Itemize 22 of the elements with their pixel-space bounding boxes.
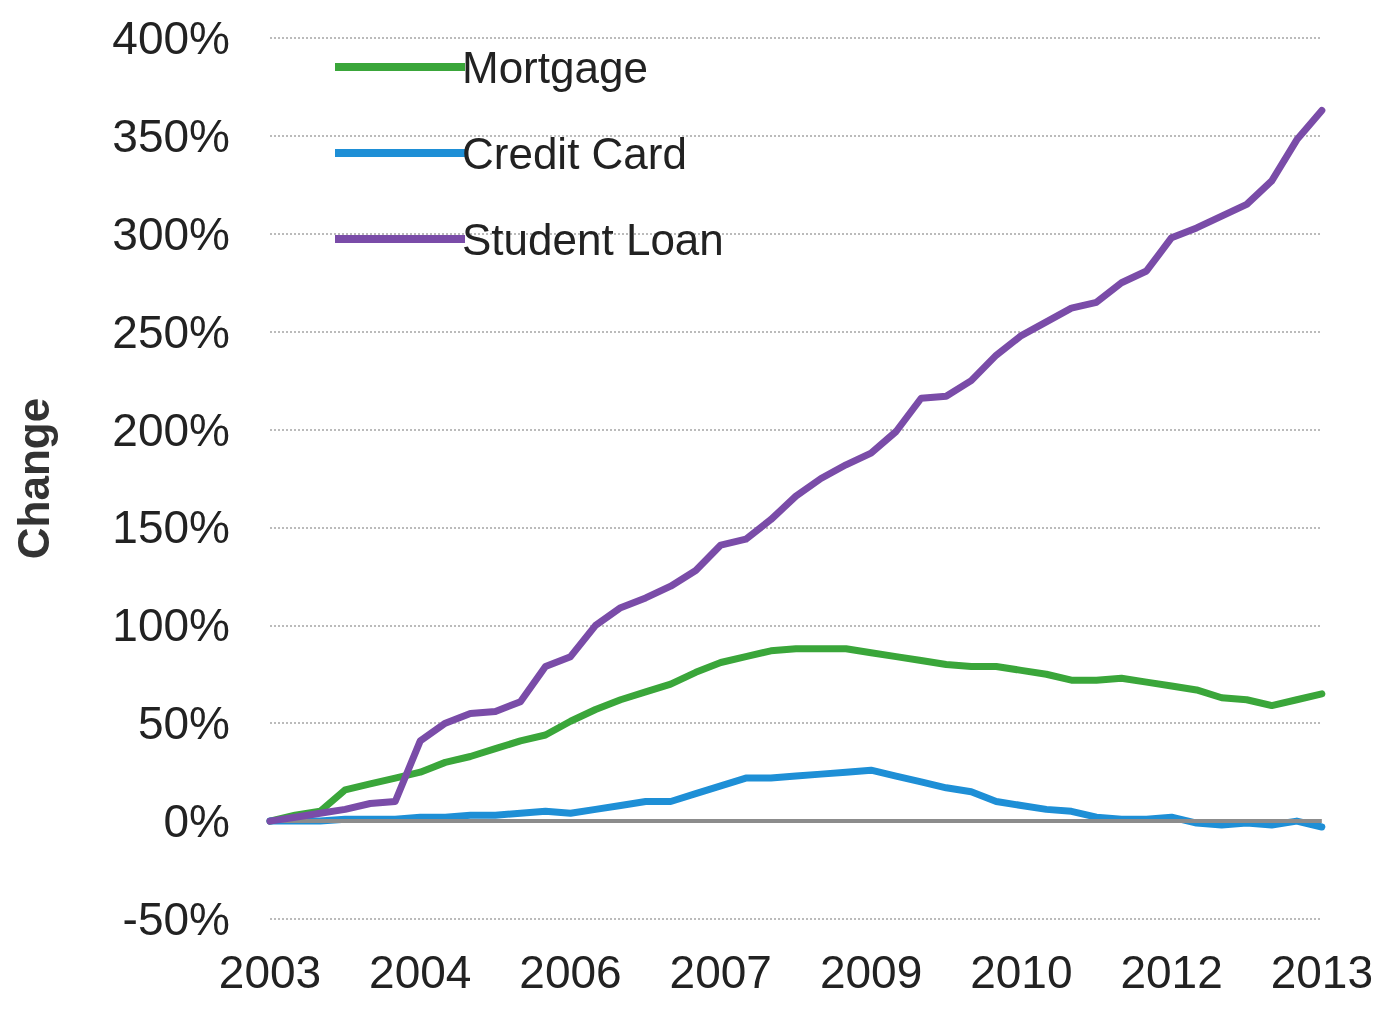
legend-label: Credit Card — [462, 128, 687, 178]
y-tick-label: 350% — [112, 109, 230, 162]
y-tick-label: 200% — [112, 403, 230, 456]
x-tick-label: 2006 — [519, 946, 622, 998]
x-tick-label: 2007 — [669, 946, 772, 998]
y-tick-label: 150% — [112, 501, 230, 554]
y-tick-label: 0% — [163, 795, 230, 848]
x-tick-label: 2004 — [369, 946, 472, 998]
legend-label: Student Loan — [462, 214, 724, 264]
y-tick-label: 100% — [112, 599, 230, 652]
y-tick-label: 400% — [112, 12, 230, 64]
y-axis-title: Change — [8, 397, 58, 560]
y-tick-label: 250% — [112, 305, 230, 358]
legend-label: Mortgage — [462, 42, 648, 92]
x-tick-label: 2003 — [218, 946, 322, 998]
x-tick-label: 2012 — [1120, 946, 1223, 998]
y-tick-label: -50% — [122, 893, 230, 945]
x-tick-label: 2010 — [970, 946, 1073, 998]
y-tick-label: 50% — [137, 697, 230, 750]
x-tick-label: 2013 — [1270, 946, 1374, 998]
y-tick-label: 300% — [112, 207, 230, 260]
x-tick-label: 2009 — [819, 946, 923, 998]
